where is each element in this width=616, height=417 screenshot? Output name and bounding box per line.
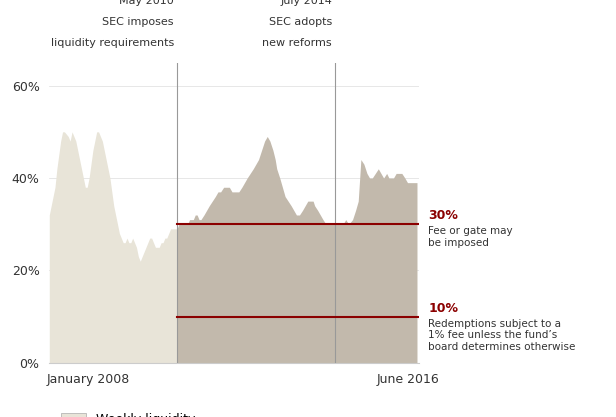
Text: Fee or gate may
be imposed: Fee or gate may be imposed: [428, 226, 513, 248]
Text: SEC adopts: SEC adopts: [269, 17, 332, 27]
Text: 30%: 30%: [428, 209, 458, 222]
Text: May 2010: May 2010: [120, 0, 174, 6]
Text: Redemptions subject to a
1% fee unless the fund’s
board determines otherwise: Redemptions subject to a 1% fee unless t…: [428, 319, 575, 352]
Text: July 2014: July 2014: [280, 0, 332, 6]
Text: new reforms: new reforms: [262, 38, 332, 48]
Text: SEC imposes: SEC imposes: [102, 17, 174, 27]
Text: liquidity requirements: liquidity requirements: [51, 38, 174, 48]
Text: 10%: 10%: [428, 301, 458, 314]
Legend: Weekly liquidity: Weekly liquidity: [55, 408, 200, 417]
